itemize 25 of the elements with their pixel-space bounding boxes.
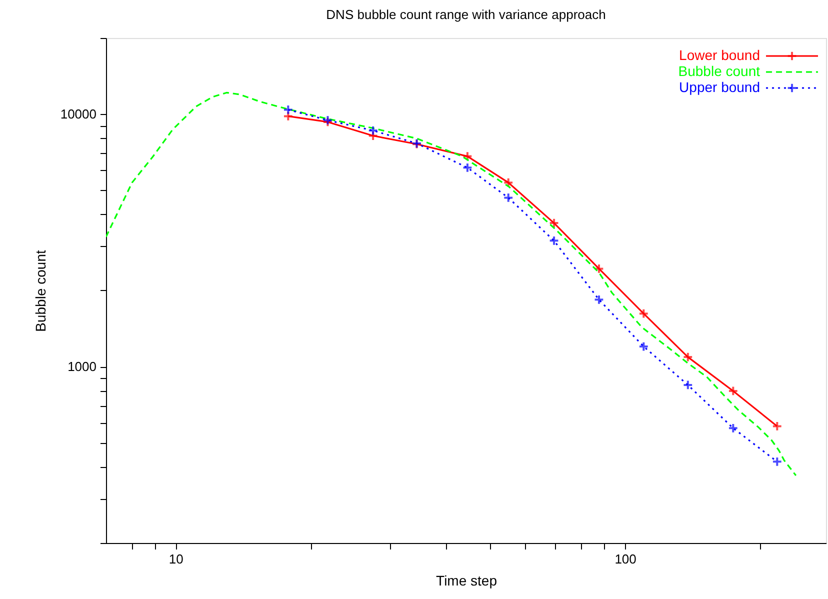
chart-title: DNS bubble count range with variance approach bbox=[326, 7, 606, 22]
point bbox=[682, 352, 694, 362]
point bbox=[594, 264, 604, 274]
point bbox=[728, 386, 738, 396]
point bbox=[682, 380, 694, 390]
point bbox=[594, 294, 604, 305]
legend-label: Lower bound bbox=[679, 47, 760, 63]
point bbox=[638, 308, 649, 319]
x-tick-label: 100 bbox=[614, 552, 636, 566]
y-tick-label: 1000 bbox=[68, 359, 96, 374]
x-tick-label: 10 bbox=[168, 552, 184, 566]
point bbox=[548, 236, 560, 246]
point bbox=[368, 125, 378, 136]
legend-label: Upper bound bbox=[679, 79, 760, 95]
point bbox=[638, 341, 649, 352]
point bbox=[728, 422, 738, 434]
y-axis-title: Bubble count bbox=[32, 250, 48, 332]
point bbox=[548, 218, 560, 228]
point bbox=[503, 192, 514, 203]
point bbox=[772, 456, 782, 467]
legend-label: Bubble count bbox=[678, 63, 760, 79]
y-tick-label: 10000 bbox=[60, 106, 96, 122]
point bbox=[503, 177, 514, 188]
point bbox=[772, 421, 782, 432]
x-axis-title: Time step bbox=[436, 572, 498, 588]
